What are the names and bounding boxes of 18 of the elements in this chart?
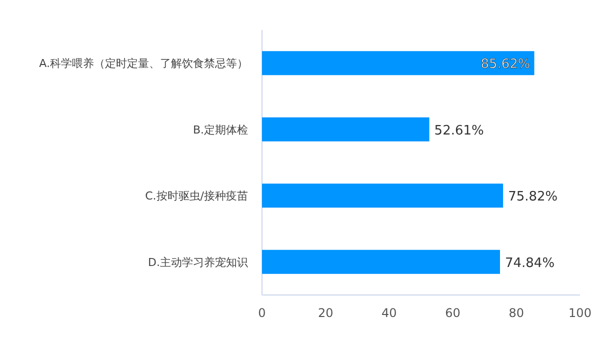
x-tick-label: 20 (318, 306, 334, 320)
x-tick-label: 0 (258, 306, 266, 320)
x-tick-label: 80 (508, 306, 524, 320)
y-tick-label: A.科学喂养（定时定量、了解饮食禁忌等） (39, 57, 248, 70)
y-tick-label: B.定期体检 (192, 123, 248, 136)
data-label: 74.84% (504, 256, 555, 271)
data-label: 52.61% (434, 123, 484, 138)
bar (262, 117, 430, 142)
bar (262, 51, 534, 76)
y-tick-label: D.主动学习养宠知识 (148, 256, 248, 269)
x-tick-label: 40 (382, 306, 397, 320)
data-label: 85.62% (480, 57, 530, 72)
y-tick-label: C.按时驱虫/接种疫苗 (145, 190, 248, 203)
x-tick-label: 100 (568, 306, 592, 320)
bar (262, 184, 504, 208)
x-tick-label: 60 (445, 306, 460, 320)
data-label: 75.82% (508, 190, 558, 205)
bar (262, 250, 500, 274)
